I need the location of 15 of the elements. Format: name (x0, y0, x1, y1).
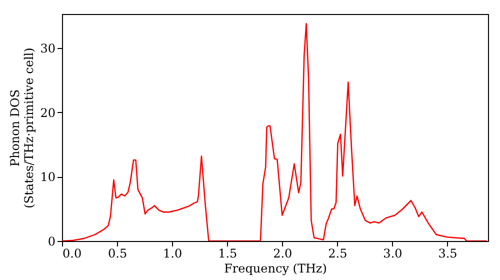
y-tick-label: 30 (40, 42, 56, 56)
x-tick-label: 1.5 (218, 246, 238, 260)
x-tick-label: 0.0 (62, 246, 82, 260)
y-tick-label: 0 (48, 234, 56, 248)
x-tick-label: 3.5 (438, 246, 458, 260)
x-axis-title: Frequency (THz) (224, 262, 327, 276)
y-tick-label: 20 (40, 106, 56, 120)
x-tick-label: 2.0 (273, 246, 292, 260)
x-tick-label: 0.5 (108, 246, 128, 260)
x-tick-label: 2.5 (328, 246, 348, 260)
line-series (62, 22, 488, 241)
x-tick-label: 3.0 (383, 246, 402, 260)
x-tick-label: 1.0 (163, 246, 182, 260)
y-axis-title: Phonon DOS (States/THz·primitive cell) (8, 48, 36, 208)
y-tick-label: 10 (40, 170, 56, 184)
